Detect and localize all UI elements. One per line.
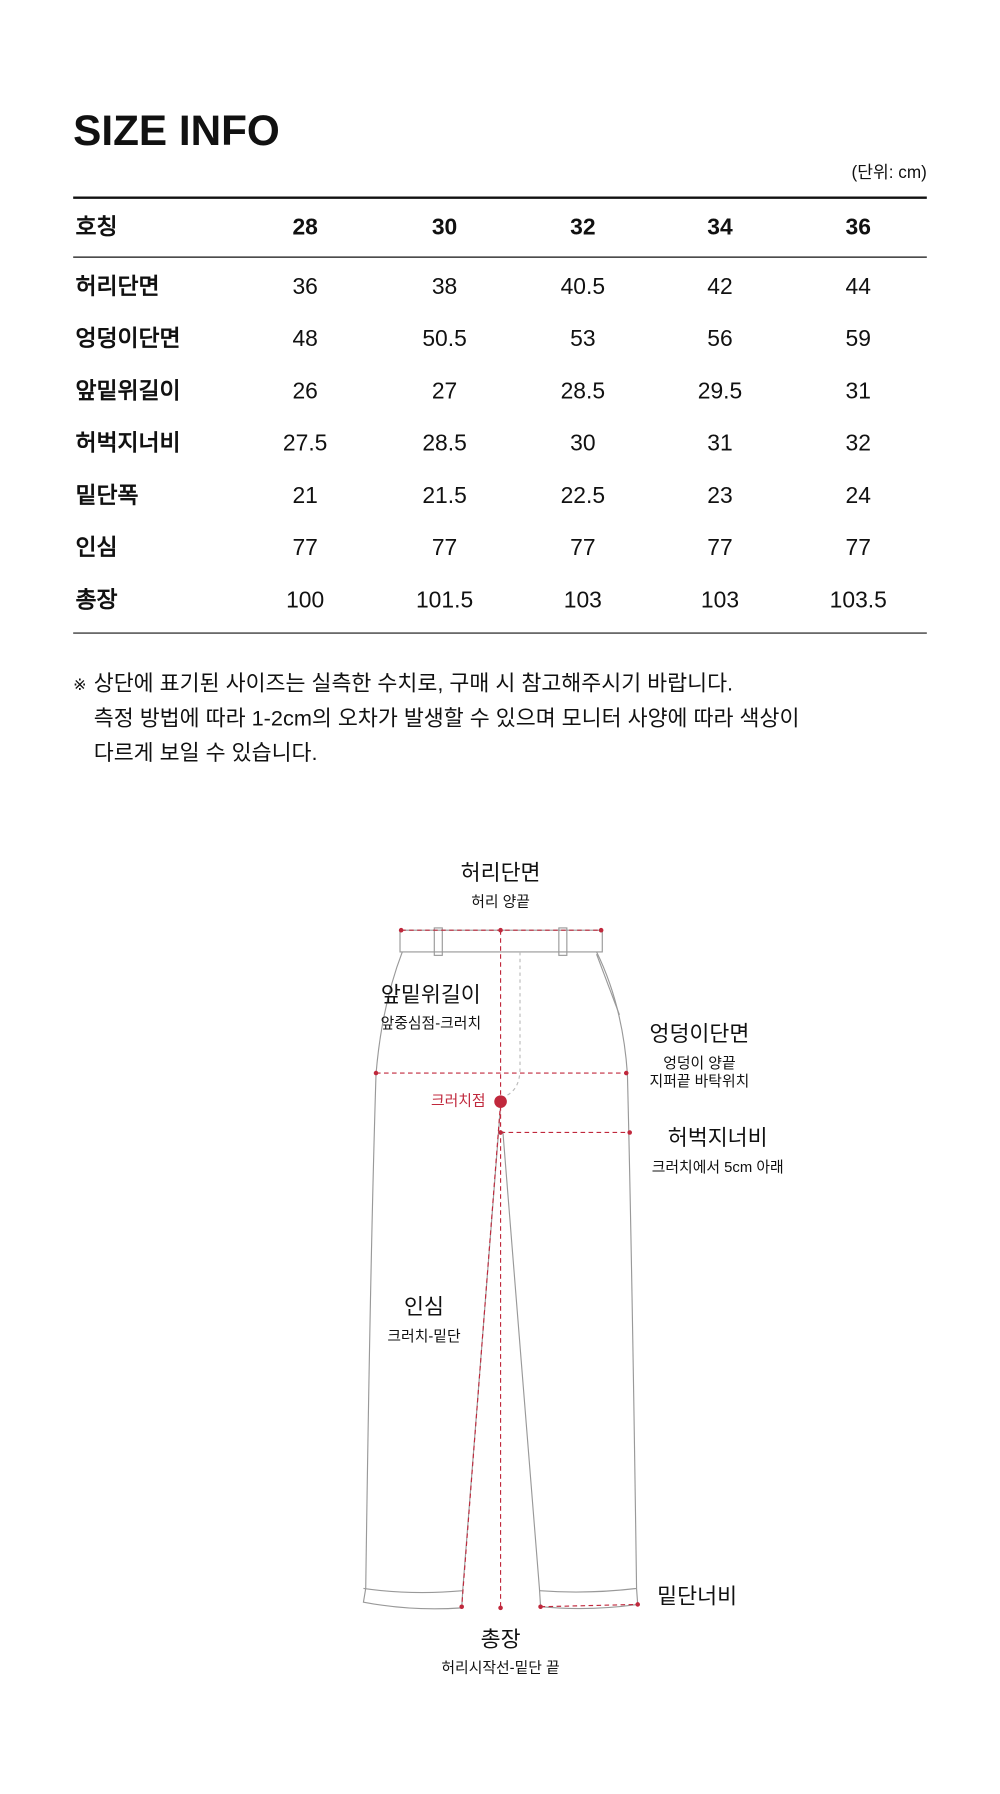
table-cell: 103 [701,586,739,612]
title: SIZE INFO [73,107,280,154]
table-cell: 100 [286,586,324,612]
table-cell: 27.5 [283,430,327,456]
crotch-label: 크러치점 [431,1093,486,1110]
table-cell: 77 [292,534,317,560]
table-cell: 밑단폭 [75,482,138,508]
table-cell: 27 [432,377,457,403]
table-cell: 엉덩이단면 [75,325,180,351]
table-cell: 36 [292,273,317,299]
table-cell: 호칭 [75,214,117,240]
table-cell: 허벅지너비 [75,430,180,456]
table-cell: 77 [432,534,457,560]
table-cell: 77 [846,534,871,560]
table-cell: 30 [432,214,457,240]
sub-label: 지퍼끝 바탁위치 [650,1073,750,1090]
table-cell: 23 [707,482,732,508]
label: 밑단너비 [657,1583,737,1608]
sub-label: 엉덩이 양끝 [663,1055,735,1072]
sub-label: 크러치-밑단 [387,1328,461,1345]
table-cell: 28.5 [422,430,466,456]
sub-label: 앞중심점-크러치 [381,1015,482,1032]
table-cell: 77 [570,534,595,560]
note-line: 상단에 표기된 사이즈는 실측한 수치로, 구매 시 참고해주시기 바랍니다. [94,670,733,695]
table-cell: 31 [707,430,732,456]
table-cell: 59 [846,325,871,351]
sub-label: 허리시작선-밑단 끝 [441,1659,559,1676]
unit: (단위: cm) [852,162,927,182]
table-cell: 44 [846,273,872,299]
table-cell: 30 [570,430,595,456]
size-table: 호칭 28 30 32 34 36 허리단면 36 38 40.5 42 44 엉덩이단면 48 50.5 5… [75,214,886,613]
table-cell: 36 [846,214,871,240]
table-cell: 허리단면 [75,273,159,299]
label: 앞밑위길이 [381,982,481,1007]
sub-label: 크러치에서 5cm 아래 [652,1159,784,1176]
table-cell: 인심 [75,534,117,560]
pants-outline [362,927,639,1610]
table-cell: 101.5 [416,586,473,612]
table-cell: 48 [292,325,317,351]
table-cell: 21 [292,482,317,508]
table-cell: 56 [707,325,732,351]
table-cell: 24 [846,482,872,508]
table-cell: 77 [707,534,732,560]
label: 총장 [481,1627,521,1652]
sub-label: 허리 양끝 [471,894,530,911]
table-cell: 21.5 [422,482,466,508]
table-cell: 53 [570,325,595,351]
table-cell: 앞밑위길이 [75,377,180,403]
label: 허리단면 [461,860,541,885]
table-cell: 32 [846,430,871,456]
label: 인심 [404,1294,444,1319]
table-cell: 28.5 [561,377,605,403]
table-cell: 29.5 [698,377,742,403]
label: 허벅지너비 [668,1125,768,1150]
label: 엉덩이단면 [649,1021,749,1046]
measure-lines [373,927,640,1611]
note-line: 다르게 보일 수 있습니다. [94,740,318,765]
note-mark: ※ [73,677,86,694]
note-line: 측정 방법에 따라 1-2cm의 오차가 발생할 수 있으며 모니터 사양에 따… [94,706,800,731]
table-cell: 103.5 [830,586,887,612]
table-cell: 103 [564,586,602,612]
table-cell: 28 [292,214,317,240]
table-cell: 38 [432,273,457,299]
table-cell: 22.5 [561,482,605,508]
table-cell: 34 [707,214,733,240]
table-cell: 40.5 [561,273,605,299]
table-cell: 50.5 [422,325,466,351]
table-cell: 42 [707,273,732,299]
table-cell: 26 [292,377,317,403]
table-cell: 총장 [75,586,117,612]
table-cell: 31 [846,377,871,403]
table-cell: 32 [570,214,595,240]
